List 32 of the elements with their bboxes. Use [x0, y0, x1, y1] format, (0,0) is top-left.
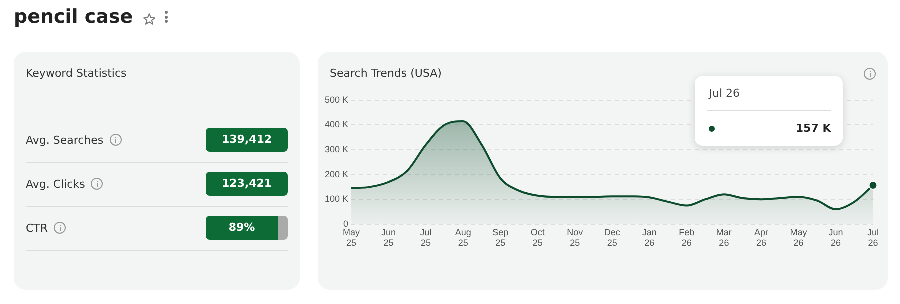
text: pencil case	[14, 6, 134, 28]
y-tick-label: 200 K	[324, 169, 349, 180]
x-tick-label: Dec 25	[604, 227, 621, 248]
y-tick-label: 100 K	[324, 194, 349, 204]
x-tick-label: Jun 25	[382, 227, 396, 248]
y-tick-label: 300 K	[324, 144, 349, 154]
x-tick-label: Apr 26	[754, 227, 768, 248]
annotation: 157 K	[796, 122, 832, 135]
x-tick-label: Nov 25	[567, 227, 584, 248]
y-tick-label: 400 K	[324, 120, 349, 130]
x-tick-label: Oct 25	[530, 227, 546, 248]
text: 89%	[206, 216, 278, 240]
x-tick-label: Mar 26	[716, 227, 732, 248]
x-tick-label: Jul 25	[420, 227, 432, 248]
x-tick-label: Feb 26	[679, 227, 695, 248]
chart-title: Search Trends (USA)	[330, 67, 442, 80]
x-tick-label: Sep 25	[492, 227, 509, 248]
text: Avg. Clicks	[26, 178, 86, 191]
x-tick-label: Aug 25	[455, 227, 472, 248]
text: CTR	[26, 222, 48, 235]
x-tick-label: Jun 26	[828, 227, 844, 248]
text: 139,412	[206, 128, 288, 152]
x-tick-label: May 26	[790, 227, 808, 248]
y-tick-label: 500 K	[324, 94, 349, 105]
x-tick-label: Jul 26	[867, 227, 880, 248]
x-tick-label: Jan 26	[642, 227, 657, 248]
x-tick-label: May 25	[343, 227, 361, 248]
text: Keyword Statistics	[26, 67, 127, 80]
text: Avg. Searches	[26, 134, 104, 147]
text: 123,421	[206, 172, 288, 196]
text: Jul 26	[709, 87, 740, 100]
y-tick-label: 0	[344, 218, 349, 229]
